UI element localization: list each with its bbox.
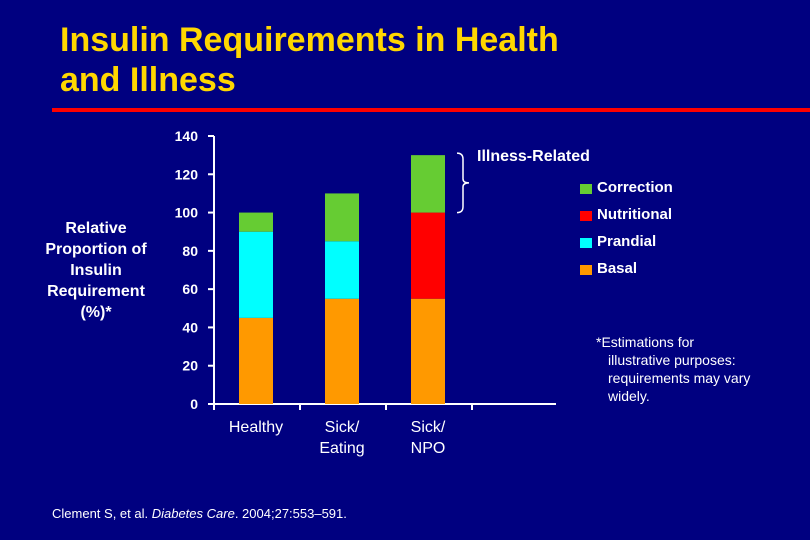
legend-label-nutritional: Nutritional (597, 206, 672, 223)
y-tick-label: 120 (175, 166, 199, 182)
x-category-label: Healthy (229, 419, 283, 436)
footnote-line: *Estimations for (596, 334, 695, 350)
legend-swatch-basal (580, 265, 592, 275)
footnote-line: widely. (608, 388, 650, 404)
y-tick-label: 40 (182, 319, 198, 335)
bar-segment-correction (411, 155, 445, 213)
estimation-footnote: *Estimations for illustrative purposes: … (596, 333, 796, 405)
bar-segment-correction (325, 193, 359, 242)
citation-authors: Clement S, et al. (52, 506, 152, 521)
y-axis-label-line: Proportion of (45, 241, 147, 258)
legend-swatch-nutritional (580, 211, 592, 221)
y-axis-label: Relative Proportion of Insulin Requireme… (30, 218, 162, 323)
bar-segment-basal (325, 298, 359, 404)
y-axis-label-line: Requirement (47, 283, 145, 300)
legend-swatch-correction (580, 184, 592, 194)
footnote-line: illustrative purposes: (608, 352, 736, 368)
footnote-line: requirements may vary (608, 370, 751, 386)
y-tick-label: 20 (182, 358, 198, 374)
y-axis-label-line: Relative (65, 220, 127, 237)
illness-related-annotation: Illness-Related (477, 148, 590, 165)
bar-segment-nutritional (411, 212, 445, 299)
citation-details: . 2004;27:553–591. (234, 506, 347, 521)
x-category-label: Sick/ (325, 419, 360, 436)
bar-segment-basal (411, 298, 445, 404)
citation-journal: Diabetes Care (151, 506, 235, 521)
title-line-2: and Illness (60, 61, 236, 99)
y-tick-label: 100 (175, 205, 199, 221)
y-tick-label: 140 (175, 128, 199, 144)
legend-swatch-prandial (580, 238, 592, 248)
bar-segment-correction (239, 212, 273, 232)
bar-segment-prandial (325, 241, 359, 299)
slide-title: Insulin Requirements in Health and Illne… (60, 20, 760, 100)
x-category-label: Sick/ (411, 419, 446, 436)
x-category-label: Eating (319, 440, 364, 457)
title-line-1: Insulin Requirements in Health (60, 21, 559, 59)
y-axis-label-line: (%)* (80, 304, 112, 321)
bar-segment-prandial (239, 231, 273, 318)
legend-label-prandial: Prandial (597, 233, 657, 250)
citation: Clement S, et al. Diabetes Care. 2004;27… (52, 506, 347, 521)
x-category-label: NPO (411, 440, 446, 457)
y-tick-label: 0 (190, 396, 198, 412)
title-divider (52, 108, 810, 112)
legend-label-correction: Correction (597, 179, 673, 196)
y-tick-label: 80 (182, 243, 198, 259)
illness-related-bracket (456, 152, 470, 214)
y-tick-label: 60 (182, 281, 198, 297)
bar-segment-basal (239, 317, 273, 404)
legend-label-basal: Basal (597, 260, 638, 277)
y-axis-label-line: Insulin (70, 262, 122, 279)
